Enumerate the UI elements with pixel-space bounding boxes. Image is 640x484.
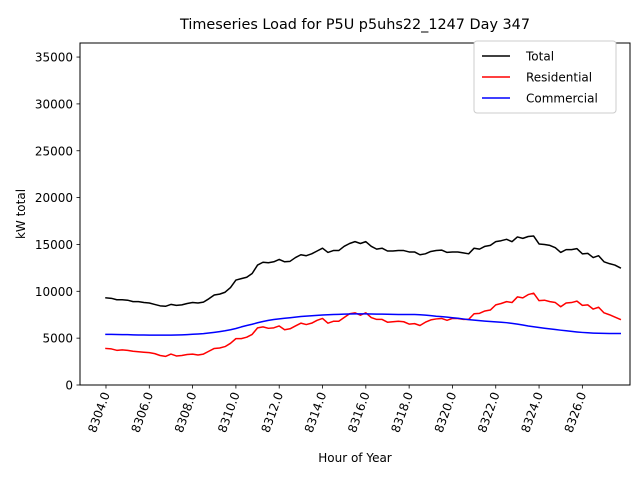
series-line-commercial [105,313,622,336]
series-layer [105,235,622,358]
y-tick-label: 10000 [35,285,73,299]
y-tick-label: 20000 [35,191,73,205]
y-tick-label: 5000 [42,332,73,346]
legend-label-total: Total [525,50,554,64]
y-tick-label: 35000 [35,51,73,65]
legend: Total Residential Commercial [473,40,617,114]
series-line-total [105,235,622,308]
y-tick-label: 30000 [35,97,73,111]
y-axis-label: kW total [14,189,28,239]
plot-frame [79,42,631,386]
legend-frame [473,40,617,114]
chart-title: Timeseries Load for P5U p5uhs22_1247 Day… [179,17,530,33]
legend-label-commercial: Commercial [526,92,598,106]
y-tick-label: 0 [65,379,73,393]
y-tick-label: 15000 [35,238,73,252]
legend-label-residential: Residential [526,71,592,85]
x-axis-label: Hour of Year [318,451,392,465]
y-tick-label: 25000 [35,144,73,158]
